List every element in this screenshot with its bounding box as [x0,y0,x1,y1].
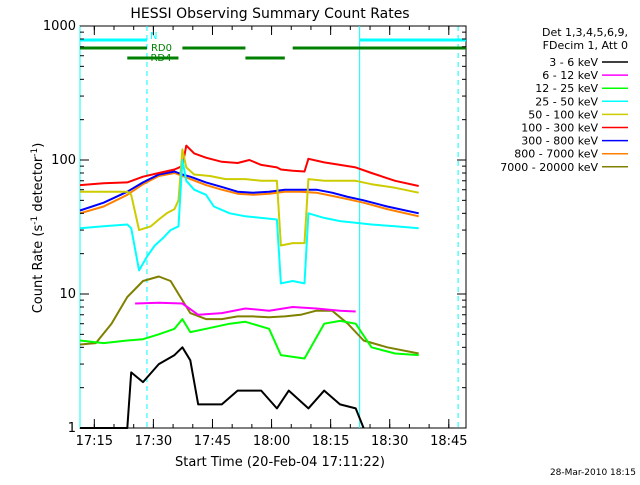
series-line [79,170,419,215]
x-axis-label: Start Time (20-Feb-04 17:11:22) [175,455,385,470]
x-tick-label: 17:15 [76,434,113,449]
series-line [79,275,419,355]
series-line [80,346,365,429]
legend-header: FDecim 1, Att 0 [543,39,628,52]
legend-label: 12 - 25 keV [535,82,598,95]
chart-title: HESSI Observing Summary Count Rates [130,6,409,22]
legend-label: 100 - 300 keV [521,122,598,135]
y-axis-label: Count Rate (s-1 detector-1) [30,143,46,314]
x-tick-label: 18:00 [253,434,290,449]
y-tick-label: 1000 [43,19,76,34]
flag-bar-label: RD0 [151,43,172,54]
series-line [79,159,419,285]
series-line [79,318,419,360]
y-tick-label: 10 [59,287,76,302]
series-line [80,148,419,247]
legend-header: Det 1,3,4,5,6,9, [542,26,628,39]
x-tick-label: 17:45 [194,434,231,449]
legend: Det 1,3,4,5,6,9,FDecim 1, Att 0 3 - 6 keV… [500,26,628,174]
legend-label: 50 - 100 keV [528,108,598,121]
y-tick-label: 100 [51,153,76,168]
legend-label: 7000 - 20000 keV [500,161,598,174]
legend-label: 3 - 6 keV [549,56,598,69]
x-tick-label: 18:45 [430,434,467,449]
legend-label: 300 - 800 keV [521,135,598,148]
legend-label: 800 - 7000 keV [514,148,598,161]
legend-label: 25 - 50 keV [535,95,598,108]
x-tick-label: 18:30 [371,434,408,449]
series-line [79,144,419,187]
y-tick-label: 1 [68,421,76,436]
flag-bar-label: N [150,31,157,42]
series-line [135,301,356,316]
x-tick-label: 17:30 [135,434,172,449]
x-tick-label: 18:15 [312,434,349,449]
series-line [79,172,419,218]
flag-bar-label: RD4 [150,53,171,64]
footer-date: 28-Mar-2010 18:15 [550,468,636,478]
legend-label: 6 - 12 keV [542,69,598,82]
x-axis-ticks: 17:15 17:30 17:45 18:00 18:15 18:30 18:45 [76,26,468,449]
y-axis-ticks: 1 10 100 1000 [43,19,466,436]
